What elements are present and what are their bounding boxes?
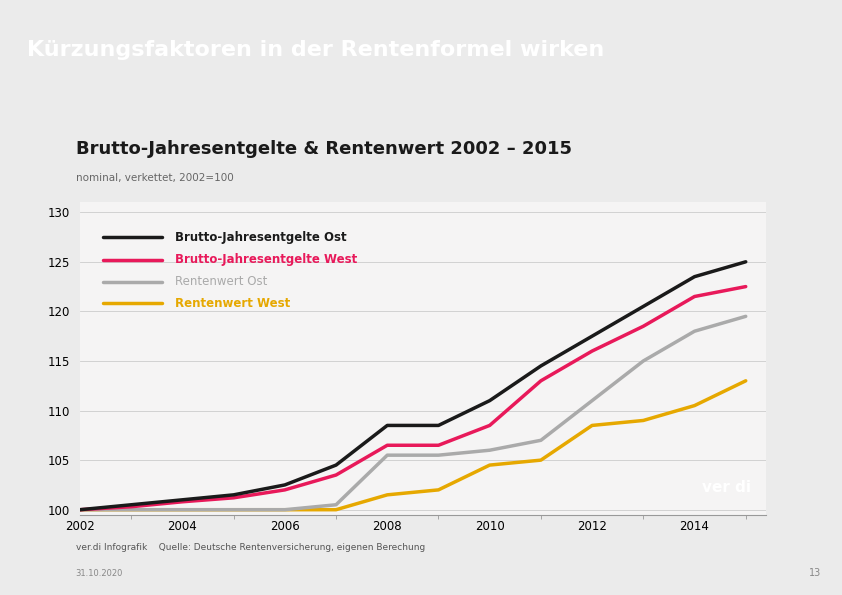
Text: nominal, verkettet, 2002=100: nominal, verkettet, 2002=100: [76, 173, 233, 183]
Text: ver.di Infografik    Quelle: Deutsche Rentenversicherung, eigenen Berechung: ver.di Infografik Quelle: Deutsche Rente…: [76, 543, 425, 552]
Text: Brutto-Jahresentgelte West: Brutto-Jahresentgelte West: [175, 253, 357, 267]
Text: Brutto-Jahresentgelte & Rentenwert 2002 – 2015: Brutto-Jahresentgelte & Rentenwert 2002 …: [76, 140, 572, 158]
Text: ver di: ver di: [701, 480, 751, 496]
Text: Rentenwert West: Rentenwert West: [175, 297, 290, 310]
Text: Brutto-Jahresentgelte Ost: Brutto-Jahresentgelte Ost: [175, 230, 346, 243]
Text: Kürzungsfaktoren in der Rentenformel wirken: Kürzungsfaktoren in der Rentenformel wir…: [27, 40, 605, 60]
Text: 31.10.2020: 31.10.2020: [76, 569, 123, 578]
Text: 13: 13: [808, 568, 821, 578]
Text: Rentenwert Ost: Rentenwert Ost: [175, 275, 267, 288]
